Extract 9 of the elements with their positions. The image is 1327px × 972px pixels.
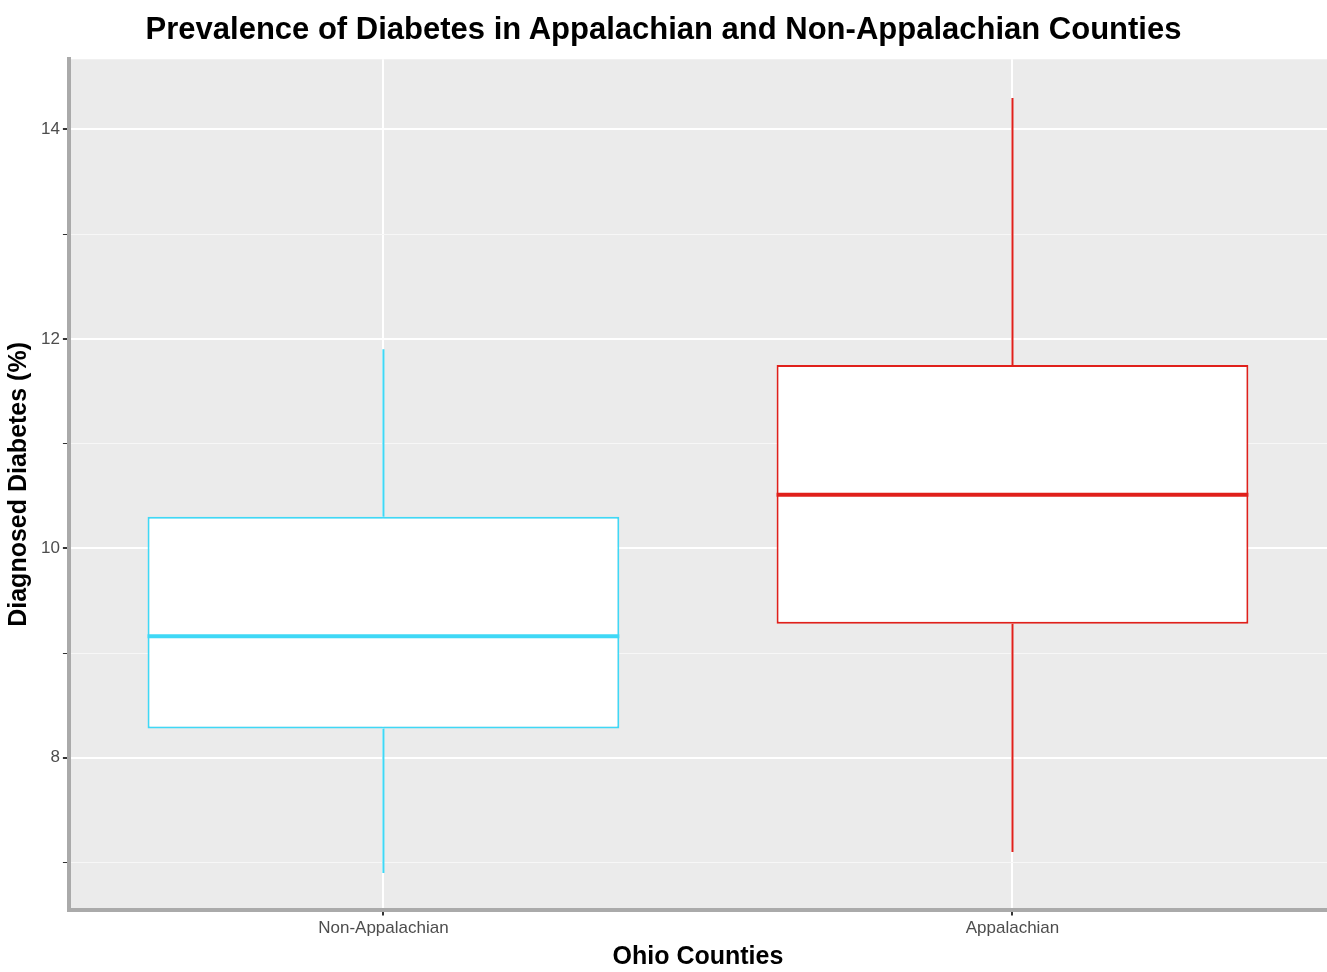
y-tick-label: 14 xyxy=(40,119,60,139)
y-tick-label: 12 xyxy=(40,328,60,348)
x-tick-label: Non-Appalachian xyxy=(318,918,449,938)
y-axis-title: Diagnosed Diabetes (%) xyxy=(2,342,31,627)
x-axis-title: Ohio Counties xyxy=(612,940,784,969)
chart-title: Prevalence of Diabetes in Appalachian and Non-Appalachian Counties xyxy=(145,11,1182,47)
y-tick-label: 10 xyxy=(40,537,60,557)
y-tick-label: 8 xyxy=(50,747,60,767)
x-tick-label: Appalachian xyxy=(965,918,1060,938)
